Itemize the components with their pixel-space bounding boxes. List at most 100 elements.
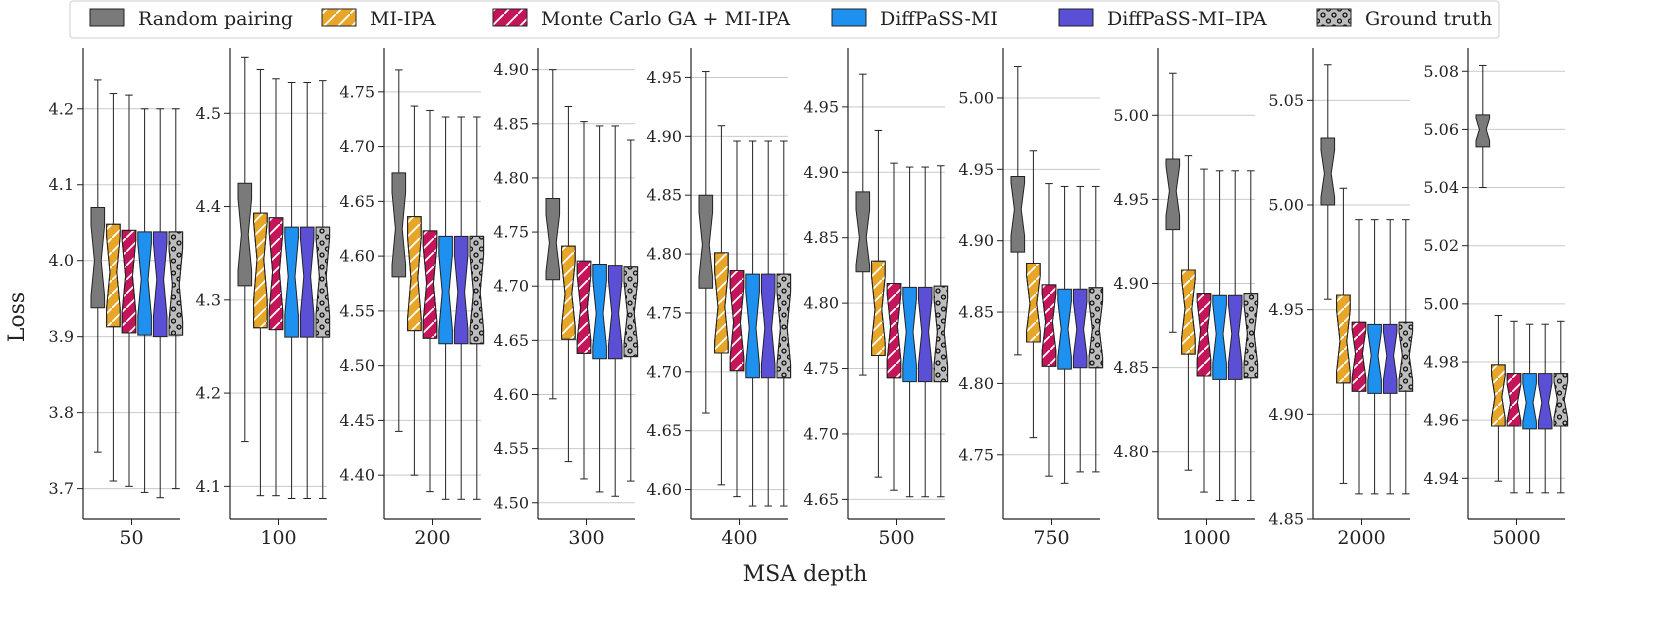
y-tick-label: 4.70 [803,424,839,443]
y-tick-label: 3.8 [49,403,74,422]
box-hatch [729,270,745,372]
box-monte-carlo-ga-mi-ipa [576,121,592,480]
box-mi-ipa [1491,314,1506,482]
y-tick-label: 4.1 [196,477,221,496]
box-body [453,235,469,345]
y-tick-label: 4.85 [1113,358,1149,377]
y-tick-label: 4.55 [339,301,375,320]
y-tick-label: 4.5 [196,104,221,123]
box-mi-ipa [1336,187,1351,484]
y-tick-label: 3.7 [49,479,74,498]
y-tick-label: 4.65 [646,421,682,440]
box-body [902,286,917,383]
box-hatch [422,230,438,339]
box-body [1320,137,1336,206]
box-random-pairing [1010,66,1026,356]
y-tick-label: 4.65 [339,192,375,211]
y-tick-label: 4.95 [803,97,839,116]
box-hatch [1243,293,1259,379]
box-hatch [1351,321,1367,392]
x-tick-label: 2000 [1337,527,1385,549]
legend-swatch-hatch [1316,8,1352,27]
box-body [1165,158,1181,231]
box-random-pairing [237,56,253,443]
box-random-pairing [545,69,561,400]
box-body [237,182,253,287]
box-mi-ipa [253,68,268,497]
plot-panels: 3.73.83.94.04.14.2504.14.24.34.44.51004.… [49,48,1569,549]
box-diffpass-mi-ipa [1382,219,1398,495]
legend-label: DiffPaSS-MI–IPA [1107,8,1267,30]
box-hatch [933,285,949,383]
box-hatch [315,226,331,338]
box-body [917,286,933,383]
box-body [1010,175,1026,253]
box-hatch [1553,373,1569,427]
y-tick-label: 4.60 [339,247,375,266]
y-tick-label: 4.95 [1268,300,1304,319]
x-tick-label: 100 [260,527,296,549]
panel-2000: 4.85 4.90 4.95 5.00 5.05 2000 [1268,48,1414,549]
legend-item-monte-carlo-ga-mi-ipa: Monte Carlo GA + MI-IPA [492,8,790,30]
x-tick-label: 400 [721,527,757,549]
box-ground-truth [1398,219,1414,495]
box-hatch [1491,364,1506,427]
box-diffpass-mi [137,108,152,493]
box-diffpass-mi [745,140,760,507]
box-random-pairing [90,79,106,453]
box-body [1212,294,1227,380]
box-ground-truth [623,139,639,482]
box-hatch [469,235,485,345]
box-random-pairing [855,73,871,376]
y-tick-label: 4.80 [646,245,682,264]
box-hatch [268,217,284,331]
box-body [855,191,871,273]
legend: Random pairing MI-IPA Monte Carlo GA + MI-… [69,0,1500,39]
x-tick-label: 300 [568,527,604,549]
box-monte-carlo-ga-mi-ipa [729,140,745,498]
y-tick-label: 4.85 [493,114,529,133]
y-tick-label: 5.02 [1423,236,1459,255]
panel-1000: 4.80 4.85 4.90 4.95 5.00 1000 [1113,48,1259,549]
box-hatch [1181,269,1196,355]
y-tick-label: 5.00 [958,88,994,107]
legend-label: Random pairing [138,8,293,30]
legend-item-diffpass-mi: DiffPaSS-MI [831,8,998,30]
box-body [90,207,106,309]
y-tick-label: 4.90 [646,127,682,146]
box-hatch [576,260,592,354]
y-tick-label: 4.65 [493,331,529,350]
y-tick-label: 4.90 [493,60,529,79]
y-tick-label: 4.60 [493,385,529,404]
box-diffpass-mi-ipa [1227,170,1243,501]
y-axis-title: Loss [5,292,30,342]
box-hatch [886,283,902,379]
y-tick-label: 5.06 [1423,120,1459,139]
box-body [698,194,714,289]
box-body [1072,288,1088,369]
box-diffpass-mi [1522,323,1537,494]
legend-label: DiffPaSS-MI [880,8,998,30]
y-tick-label: 4.80 [803,294,839,313]
y-tick-label: 4.95 [1113,190,1149,209]
box-random-pairing [1475,64,1491,189]
box-body [1537,373,1553,430]
y-tick-label: 4.90 [1113,274,1149,293]
box-ground-truth [315,80,331,499]
x-tick-label: 5000 [1492,527,1540,549]
box-hatch [1041,284,1057,367]
box-hatch [1336,294,1351,384]
box-mi-ipa [561,105,576,463]
y-tick-label: 4.94 [1423,469,1459,488]
y-tick-label: 5.05 [1268,91,1304,110]
box-diffpass-mi [284,82,299,499]
box-random-pairing [1165,72,1181,333]
box-mi-ipa [407,105,422,476]
y-tick-label: 4.75 [958,445,994,464]
y-tick-label: 4.0 [49,251,74,270]
box-hatch [106,223,121,328]
y-tick-label: 4.75 [646,303,682,322]
y-tick-label: 4.70 [339,137,375,156]
y-tick-label: 5.00 [1268,196,1304,215]
box-ground-truth [469,116,485,500]
